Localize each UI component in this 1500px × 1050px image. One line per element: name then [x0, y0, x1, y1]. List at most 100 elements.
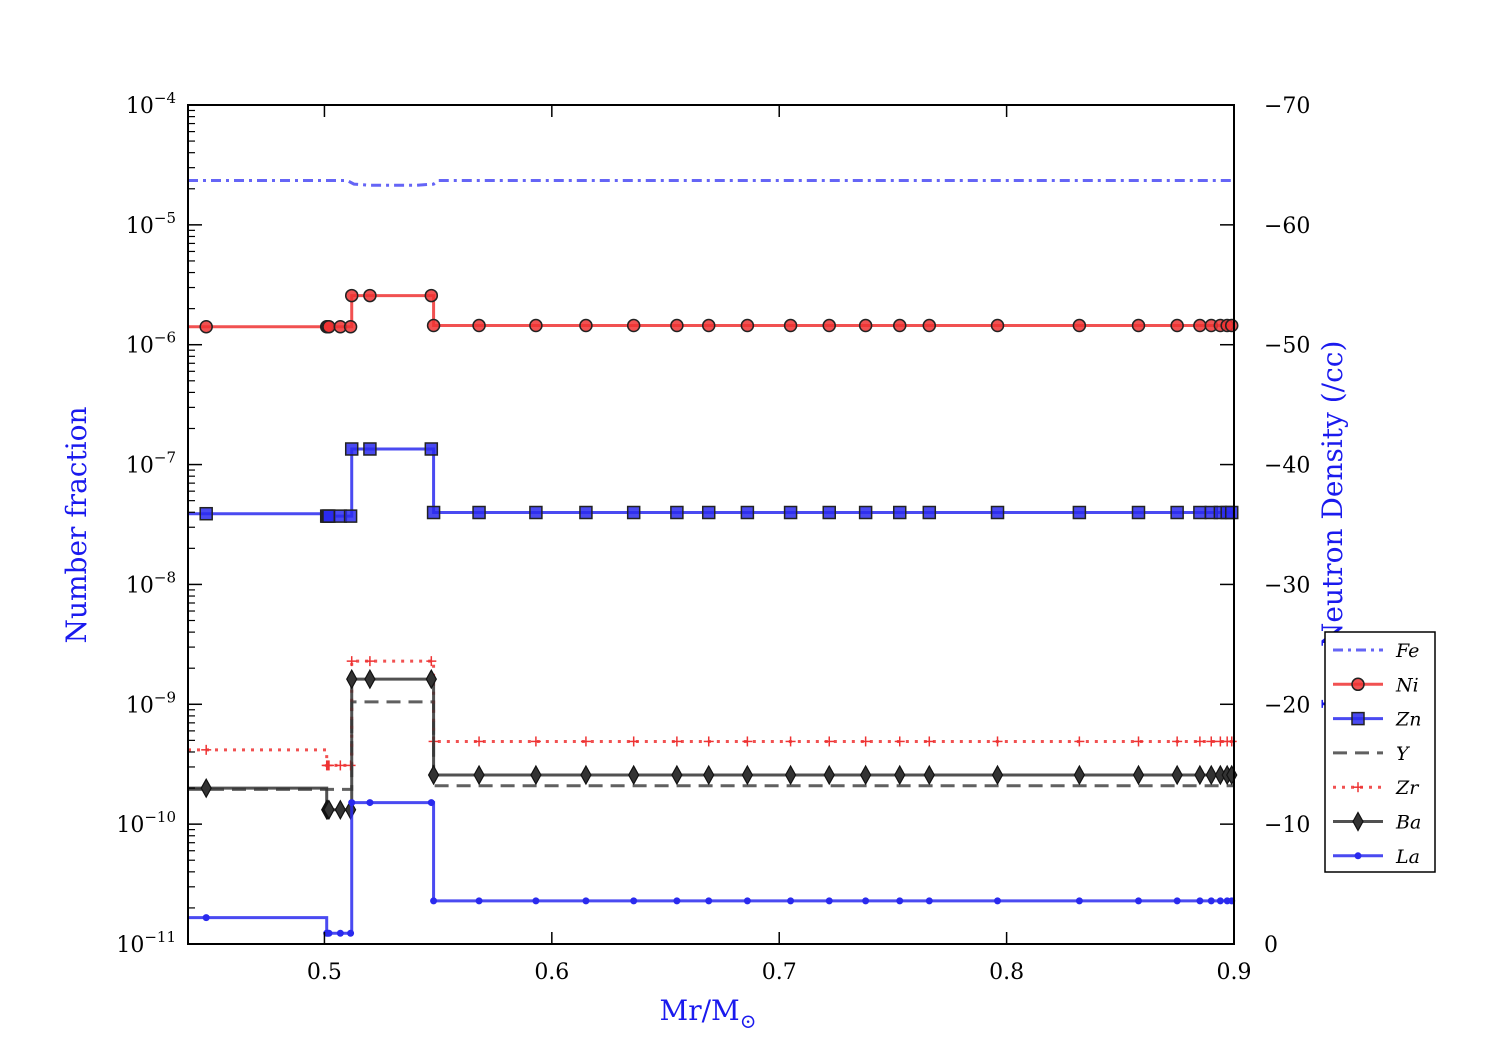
data-point-Ni: [1193, 318, 1207, 333]
data-point-Ba: [530, 764, 542, 786]
data-point-Zr: [924, 736, 935, 747]
data-point-Zn: [1193, 505, 1207, 520]
y-right-tick-label: −40: [1264, 454, 1310, 479]
data-point-Ba: [1132, 764, 1145, 786]
x-axis-title-symbol: ⊙: [740, 1009, 757, 1033]
data-point-Zr: [785, 736, 796, 747]
x-tick-label: 0.7: [762, 960, 797, 985]
x-tick-label: 0.5: [307, 960, 342, 985]
data-point-Zn: [822, 505, 836, 520]
data-point-La: [1196, 897, 1204, 905]
legend-item-Ni: Ni: [1333, 674, 1419, 696]
series-line-Zr: [188, 659, 1234, 767]
data-point-La: [925, 897, 933, 905]
data-point-La: [427, 799, 435, 807]
y-tick-label: 10−4: [126, 89, 176, 119]
data-point-Ni: [670, 318, 684, 333]
data-point-Zn: [472, 505, 486, 520]
data-point-Zr: [1206, 736, 1217, 747]
series-Ni: [188, 288, 1239, 334]
data-point-Zr: [1226, 736, 1237, 747]
series-Ba: [188, 668, 1238, 820]
data-point-La: [336, 929, 344, 937]
data-point-Zr: [530, 736, 541, 747]
data-point-Zn: [426, 505, 441, 520]
legend: Fe Ni Zn Y Zr Ba La: [1324, 631, 1436, 873]
series-line-Ba: [188, 677, 1234, 812]
data-point-Zr: [201, 744, 212, 755]
data-point-Ni: [990, 318, 1005, 333]
data-point-Ni: [858, 318, 873, 333]
legend-label-Ni: Ni: [1395, 674, 1419, 696]
data-point-La: [994, 897, 1002, 905]
data-point-Zr: [824, 736, 835, 747]
data-point-Zn: [1072, 505, 1087, 520]
y-right-tick-label: −50: [1264, 334, 1310, 359]
data-point-Ni: [892, 318, 907, 333]
y-right-tick-label: −10: [1264, 813, 1310, 838]
legend-item-Zr: Zr: [1333, 777, 1420, 799]
data-point-Zn: [990, 505, 1005, 520]
data-point-Zn: [529, 505, 543, 520]
data-point-Ba: [1171, 764, 1183, 786]
data-point-La: [1134, 897, 1142, 905]
y-tick-label: 10−5: [126, 209, 176, 239]
legend-item-Y: Y: [1333, 743, 1411, 765]
data-point-Ba: [427, 764, 440, 786]
y-axis-title: Number fraction: [60, 406, 93, 643]
y-tick-label: 10−11: [116, 928, 176, 958]
data-point-Zr: [628, 736, 639, 747]
data-point-Ni: [1224, 318, 1239, 333]
legend-marker-Zn: [1351, 711, 1365, 726]
data-point-Ni: [783, 318, 798, 333]
data-point-Zr: [1194, 736, 1205, 747]
data-point-Zn: [922, 505, 937, 520]
y-tick-label: 10−8: [126, 568, 176, 598]
data-point-Zn: [1224, 505, 1239, 520]
data-point-Ba: [1194, 764, 1206, 786]
y-tick-label: 10−7: [126, 449, 176, 479]
data-point-Ba: [671, 764, 683, 786]
y-tick-label: 10−9: [126, 688, 176, 718]
legend-label-Zr: Zr: [1395, 777, 1420, 799]
data-point-La: [430, 897, 438, 905]
data-point-Zr: [335, 760, 346, 771]
data-point-Ba: [346, 668, 358, 690]
data-point-Zn: [363, 442, 377, 456]
legend-marker-La: [1354, 852, 1362, 860]
data-point-Ni: [822, 318, 836, 333]
data-point-Zn: [783, 505, 798, 520]
data-point-La: [705, 897, 713, 905]
series-layer: [188, 179, 1239, 937]
data-point-Ba: [364, 668, 376, 690]
data-point-La: [825, 897, 833, 905]
data-point-Zn: [670, 505, 684, 520]
data-point-Zn: [1131, 505, 1146, 520]
data-point-Ba: [580, 764, 592, 786]
legend-item-Fe: Fe: [1333, 640, 1419, 662]
data-point-Zr: [671, 736, 682, 747]
series-line-Fe: [188, 179, 1234, 187]
y-right-tick-label: −20: [1264, 693, 1310, 718]
data-point-Ba: [894, 764, 906, 786]
data-point-La: [896, 897, 904, 905]
x-tick-label: 0.8: [989, 960, 1024, 985]
data-point-Ba: [323, 799, 335, 820]
data-point-Ni: [343, 319, 358, 334]
data-point-La: [1216, 897, 1224, 905]
plot-frame: [187, 104, 1235, 945]
series-Fe: [188, 179, 1234, 187]
data-point-Ba: [473, 764, 485, 786]
y-right-tick-label: −60: [1264, 214, 1310, 239]
data-point-Zn: [199, 506, 213, 521]
data-point-La: [1075, 897, 1083, 905]
data-point-Zn: [343, 509, 358, 523]
data-point-La: [532, 897, 540, 905]
data-point-Ni: [344, 288, 359, 303]
y-tick-label: 10−6: [126, 329, 176, 359]
data-point-Zn: [344, 442, 359, 456]
data-point-Ni: [199, 319, 213, 334]
data-point-Zn: [579, 505, 593, 520]
legend-marker-Zr: [1353, 782, 1363, 793]
